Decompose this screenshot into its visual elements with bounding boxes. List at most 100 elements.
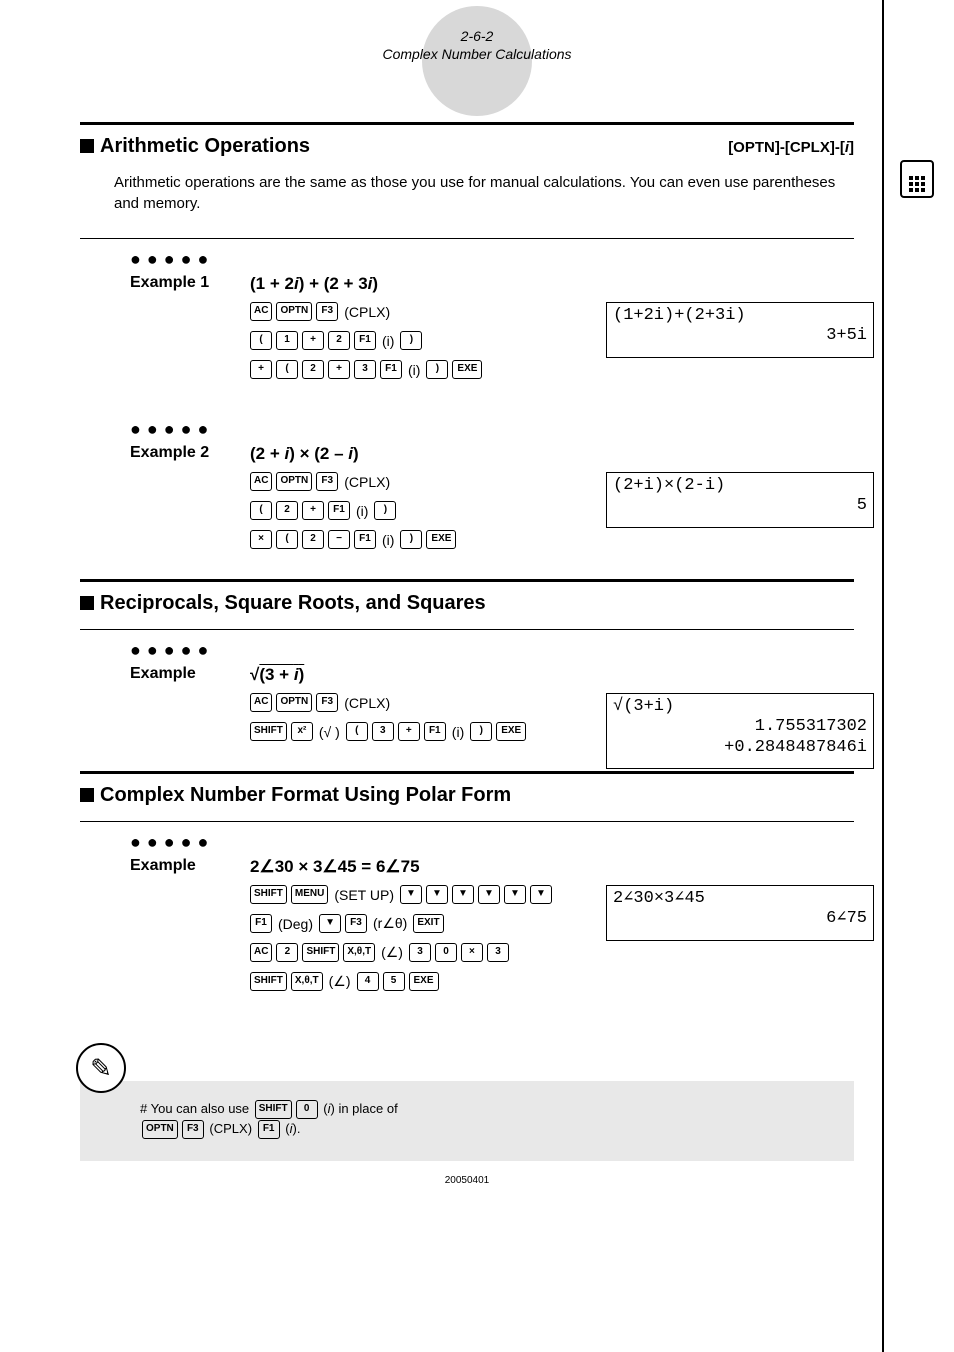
section-title: Complex Number Format Using Polar Form — [80, 784, 511, 807]
calculator-key: F3 — [345, 914, 367, 933]
calculator-key: SHIFT — [250, 722, 287, 741]
key-annotation: (CPLX) — [342, 474, 392, 490]
calculator-icon — [900, 160, 934, 198]
example-expr: (1 + 2i) + (2 + 3i) — [250, 274, 378, 294]
calculator-key: SHIFT — [302, 943, 339, 962]
calculator-key: EXE — [426, 530, 456, 549]
key-annotation: (Deg) — [276, 916, 315, 932]
example-label: Example — [130, 665, 250, 683]
screen-result: +0.2848487846i — [613, 738, 867, 758]
calculator-key: F3 — [316, 302, 338, 321]
key-annotation: (i) — [406, 362, 422, 378]
calculator-key: OPTN — [276, 693, 312, 712]
calculator-key: ▼ — [452, 885, 474, 904]
calculator-key: ▼ — [478, 885, 500, 904]
key-annotation: (i) — [450, 724, 466, 740]
calculator-screen: (1+2i)+(2+3i) 3+5i — [606, 302, 874, 358]
calculator-screen: √(3+i) 1.755317302 +0.2848487846i — [606, 693, 874, 769]
calculator-key: AC — [250, 943, 272, 962]
calculator-key: 3 — [372, 722, 394, 741]
key-annotation: (∠) — [327, 973, 353, 990]
key-annotation: (r∠θ) — [371, 915, 409, 932]
calculator-key: SHIFT — [250, 885, 287, 904]
calculator-key: − — [328, 530, 350, 549]
calculator-key: OPTN — [276, 302, 312, 321]
calculator-key: EXE — [496, 722, 526, 741]
calculator-key: F1 — [258, 1120, 280, 1139]
key-annotation: (SET UP) — [332, 887, 396, 903]
key-annotation: (CPLX) — [342, 304, 392, 320]
calculator-screen: (2+i)×(2-i) 5 — [606, 472, 874, 528]
calculator-key: F1 — [380, 360, 402, 379]
calculator-key: + — [302, 331, 324, 350]
page-header: 2-6-2 Complex Number Calculations — [0, 0, 954, 62]
calculator-key: + — [328, 360, 350, 379]
page-content: Arithmetic Operations [OPTN]-[CPLX]-[i] … — [0, 122, 954, 1206]
section-polar: Complex Number Format Using Polar Form ●… — [80, 771, 854, 991]
calculator-key: ( — [276, 360, 298, 379]
key-annotation: (i) — [380, 333, 396, 349]
footnote-text: (CPLX) — [209, 1121, 252, 1136]
calculator-key: AC — [250, 693, 272, 712]
key-annotation: (i) — [354, 503, 370, 519]
key-annotation: (i) — [380, 532, 396, 548]
example-dots: ●●●●● — [130, 832, 854, 853]
key-annotation: (√ ) — [317, 724, 342, 740]
example-row: Example 2 (2 + i) × (2 – i) — [130, 444, 854, 464]
screen-result: 6∠75 — [613, 909, 867, 929]
calculator-key: 4 — [357, 972, 379, 991]
menu-path: [OPTN]-[CPLX]-[i] — [728, 139, 854, 156]
section-arithmetic: Arithmetic Operations [OPTN]-[CPLX]-[i] … — [80, 122, 854, 549]
example-label: Example 1 — [130, 274, 250, 292]
calculator-key: ) — [400, 530, 422, 549]
section-intro: Arithmetic operations are the same as th… — [114, 172, 854, 214]
screen-input: 2∠30×3∠45 — [613, 889, 867, 909]
calculator-key: F1 — [354, 331, 376, 350]
calculator-key: AC — [250, 302, 272, 321]
page-title: Complex Number Calculations — [0, 46, 954, 62]
calculator-key: 5 — [383, 972, 405, 991]
example-row: Example 1 (1 + 2i) + (2 + 3i) — [130, 274, 854, 294]
calculator-key: × — [461, 943, 483, 962]
example-row: Example 2∠30 × 3∠45 = 6∠75 — [130, 857, 854, 877]
calculator-key: 3 — [487, 943, 509, 962]
calculator-key: ▼ — [426, 885, 448, 904]
calculator-key: MENU — [291, 885, 328, 904]
calculator-key: + — [250, 360, 272, 379]
calculator-key: ▼ — [400, 885, 422, 904]
calculator-key: EXE — [452, 360, 482, 379]
calculator-key: EXE — [409, 972, 439, 991]
calculator-key: + — [398, 722, 420, 741]
calculator-key: F1 — [354, 530, 376, 549]
calculator-key: 1 — [276, 331, 298, 350]
calculator-key: ) — [400, 331, 422, 350]
calculator-key: 2 — [302, 530, 324, 549]
calculator-key: + — [302, 501, 324, 520]
screen-input: (1+2i)+(2+3i) — [613, 306, 867, 326]
page-number: 2-6-2 — [0, 28, 954, 44]
footnote-text: (i). — [285, 1121, 300, 1136]
calculator-key: OPTN — [276, 472, 312, 491]
example-row: Example √(3 + i) — [130, 665, 854, 685]
calculator-key: 2 — [276, 943, 298, 962]
calculator-key: 2 — [276, 501, 298, 520]
footnote-text: # You can also use — [140, 1101, 253, 1116]
calculator-key: ▼ — [504, 885, 526, 904]
calculator-key: x² — [291, 722, 313, 741]
example-expr: 2∠30 × 3∠45 = 6∠75 — [250, 857, 420, 877]
example-dots: ●●●●● — [130, 419, 854, 440]
calculator-key: X,θ,T — [343, 943, 375, 962]
calculator-key: F1 — [328, 501, 350, 520]
calculator-key: ) — [374, 501, 396, 520]
screen-input: √(3+i) — [613, 697, 867, 717]
section-reciprocals: Reciprocals, Square Roots, and Squares ●… — [80, 579, 854, 741]
calculator-key: 0 — [296, 1100, 318, 1119]
calculator-key: ( — [346, 722, 368, 741]
calculator-key: SHIFT — [250, 972, 287, 991]
key-annotation: (∠) — [379, 944, 405, 961]
example-dots: ●●●●● — [130, 640, 854, 661]
calculator-key: ( — [250, 501, 272, 520]
calculator-key: AC — [250, 472, 272, 491]
rule — [80, 238, 854, 239]
calculator-key: ) — [470, 722, 492, 741]
